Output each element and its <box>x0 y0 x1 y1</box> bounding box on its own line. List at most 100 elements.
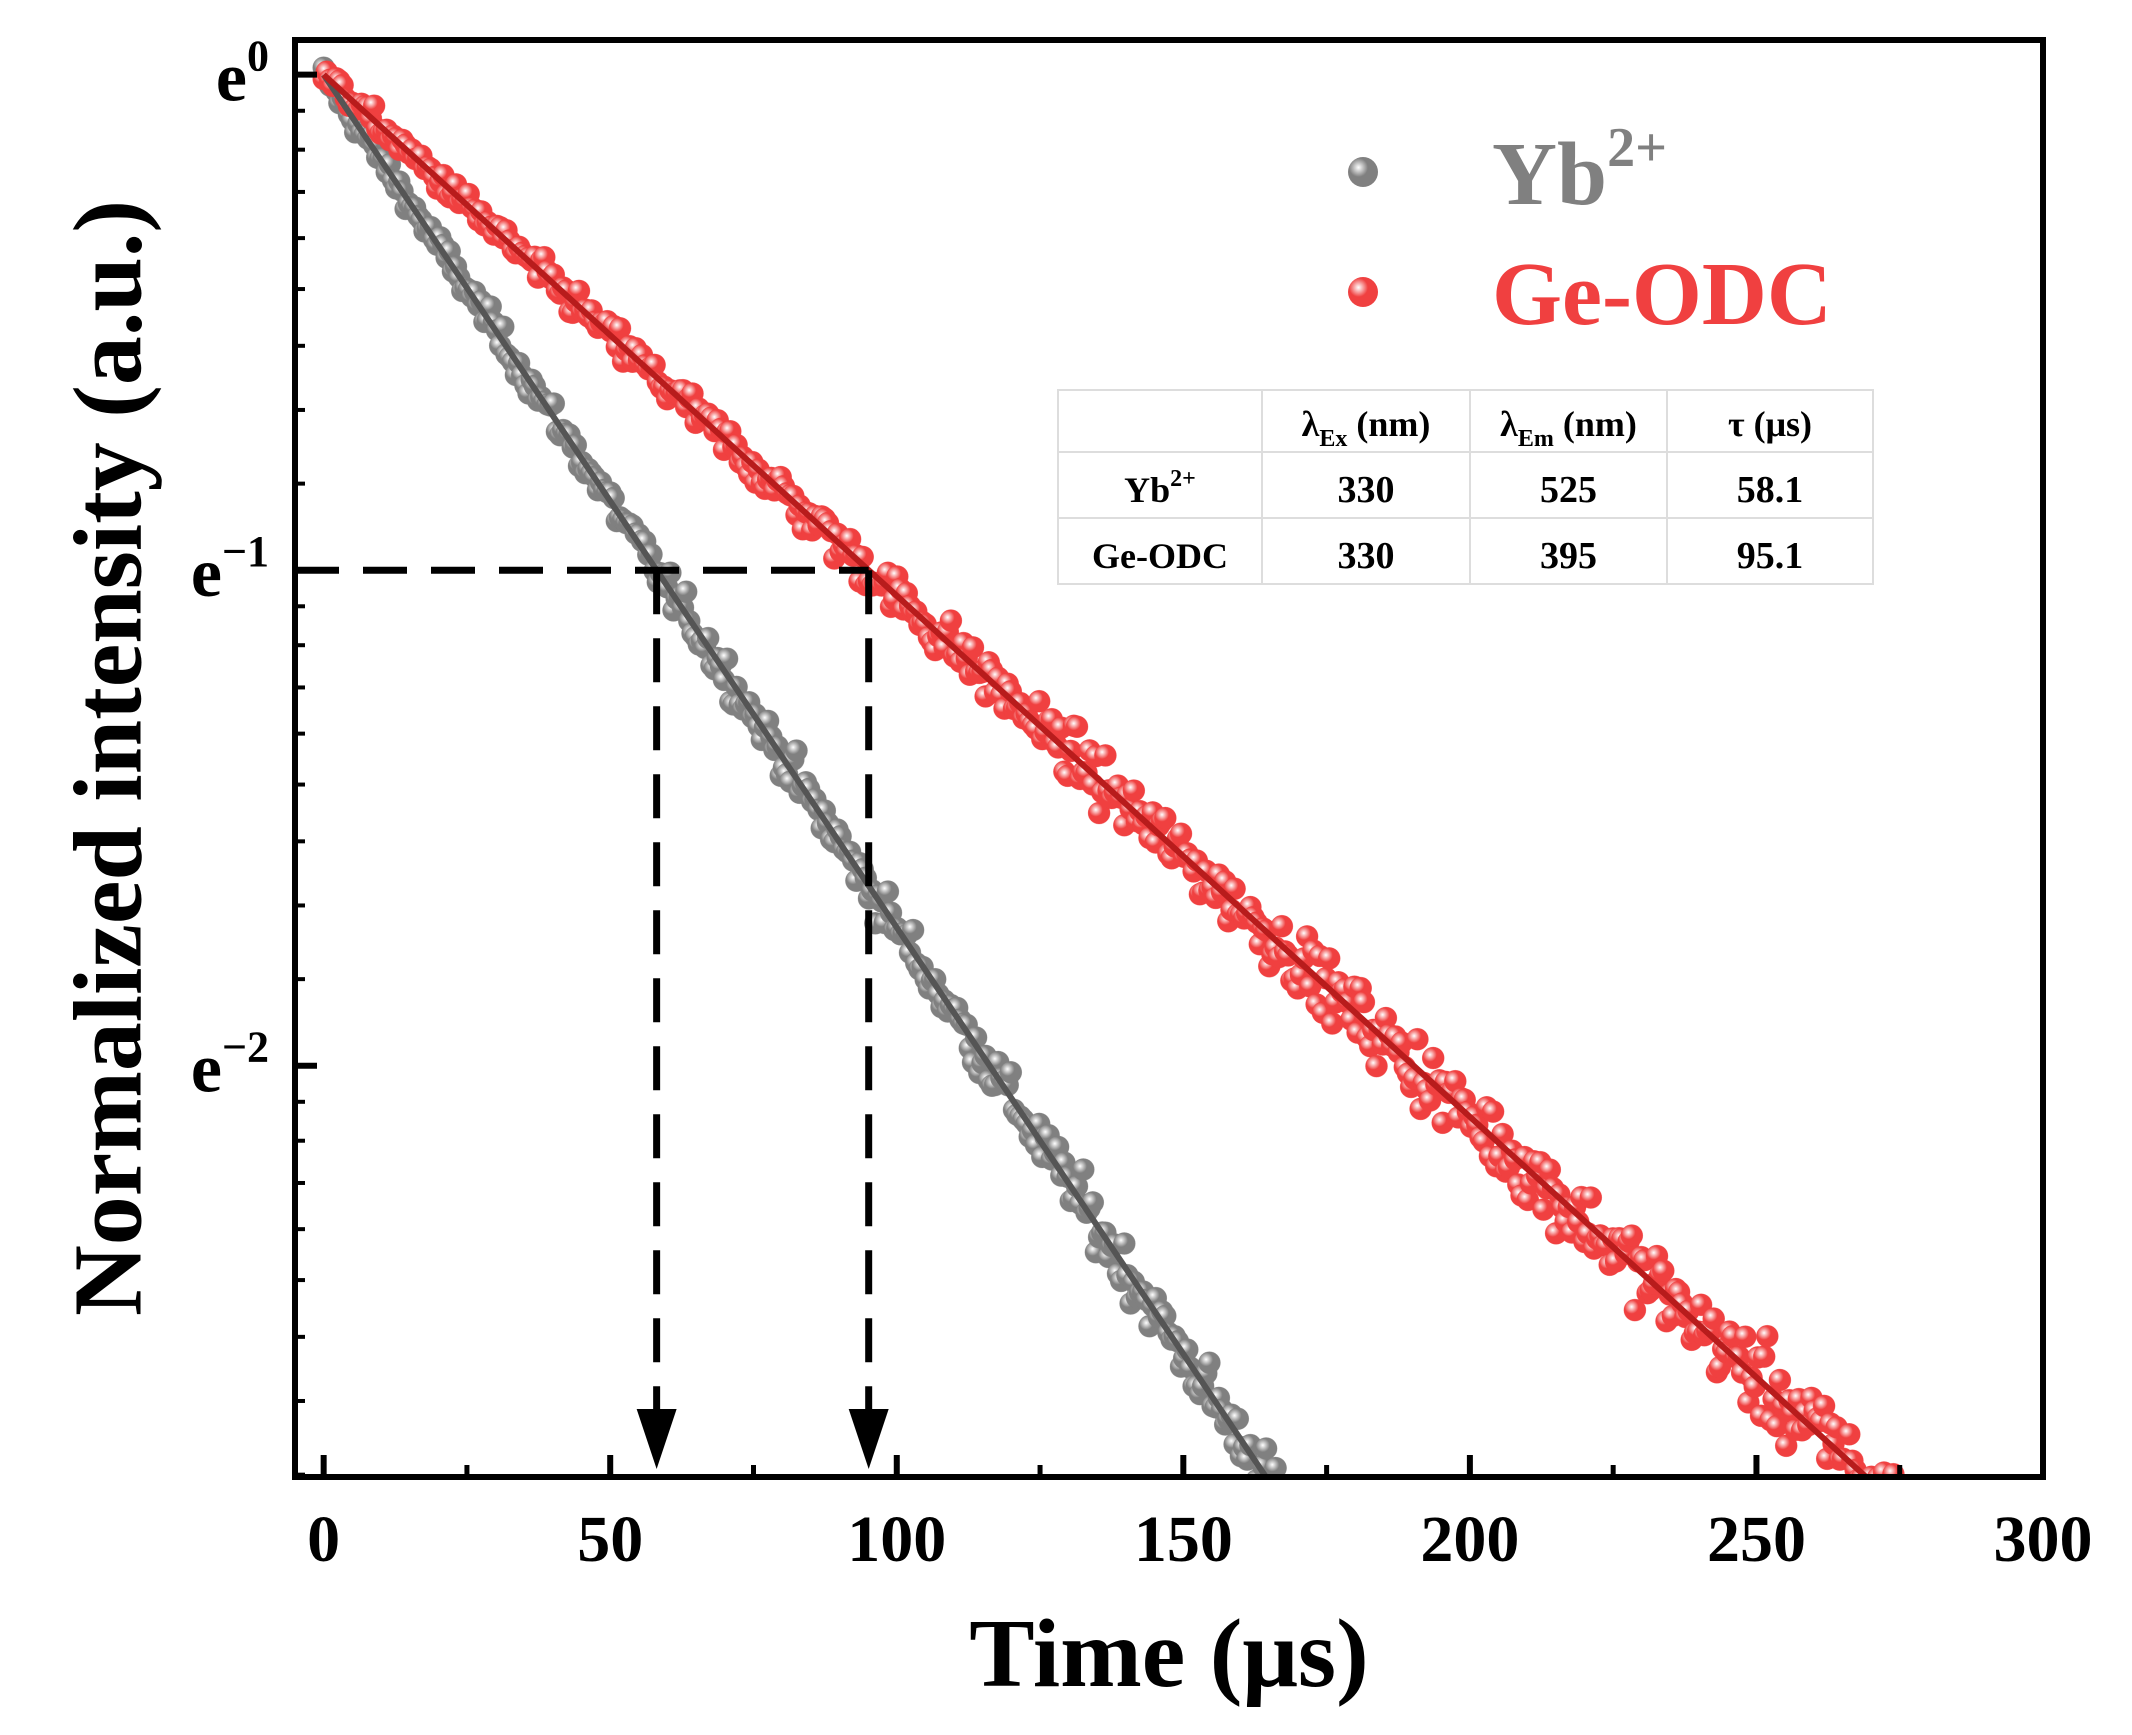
series-1-point <box>1768 1368 1792 1392</box>
data-layer <box>312 56 1917 1513</box>
table-row-label: Ge-ODC <box>1092 536 1228 576</box>
series-0-point <box>674 580 698 604</box>
x-tick-label: 250 <box>1707 1503 1806 1576</box>
table-cell: 525 <box>1540 469 1597 511</box>
x-axis-label: Time (μs) <box>969 1600 1368 1708</box>
table-cell: 330 <box>1338 469 1395 511</box>
series-0-fit-line <box>321 73 1268 1474</box>
table-header: λEx (nm) <box>1302 404 1431 452</box>
plot-frame <box>292 37 2046 1480</box>
series-1-point <box>1365 1054 1388 1078</box>
series-0-point <box>1271 1490 1293 1512</box>
series-1-point <box>1027 689 1051 713</box>
series-1-point <box>1756 1324 1779 1348</box>
series-1-point <box>1065 715 1089 739</box>
table-cell: 95.1 <box>1737 535 1804 577</box>
y-tick-base: e <box>216 40 247 117</box>
y-tick-base: e <box>191 535 222 612</box>
series-1-point <box>1406 1027 1429 1051</box>
y-tick-exponent: −2 <box>222 1023 269 1072</box>
legend-label: Yb2+ <box>1492 117 1667 224</box>
series-0-point <box>1287 1478 1309 1500</box>
table-cell: 395 <box>1540 535 1597 577</box>
table-background <box>1057 389 1874 585</box>
y-axis-label: Normalized intensity (a.u.) <box>54 200 162 1316</box>
series-1-point <box>1838 1423 1861 1446</box>
series-0-point <box>901 918 925 942</box>
legend: Yb2+ Ge-ODC <box>1348 117 1832 344</box>
arrow-head <box>848 1409 889 1469</box>
x-tick-label: 0 <box>307 1503 340 1576</box>
table-cell: 58.1 <box>1737 469 1804 511</box>
series-1-point <box>1169 822 1193 846</box>
y-tick-base: e <box>191 1031 222 1108</box>
table-header-unit: (nm) <box>1554 404 1637 444</box>
table-row-label-sup: 2+ <box>1170 466 1196 492</box>
y-tick-label: e0 <box>216 32 269 117</box>
arrow-head <box>636 1409 677 1469</box>
series-0-points <box>312 56 1309 1512</box>
series-0-point <box>1113 1232 1136 1255</box>
series-1-point <box>1879 1487 1901 1509</box>
series-1-point <box>1270 914 1294 938</box>
series-1-point <box>1122 779 1146 802</box>
series-0-point <box>785 739 808 762</box>
x-tick-label: 100 <box>847 1503 946 1576</box>
table-header-subscript: Em <box>1518 426 1554 452</box>
series-0-point <box>1264 1456 1287 1474</box>
series-1-point <box>1094 744 1117 767</box>
series-1-point <box>1481 1100 1505 1123</box>
legend-label-base: Yb <box>1492 125 1607 224</box>
series-1-fit-line <box>321 72 1868 1474</box>
table-row-label: Yb2+ <box>1124 466 1196 510</box>
table-header: λEm (nm) <box>1500 404 1637 452</box>
table-header-symbol: λ <box>1500 404 1518 444</box>
y-tick-label: e−2 <box>191 1023 269 1108</box>
parameter-table: λEx (nm) λEm (nm) τ (μs) Yb2+ 330 525 58.1 Ge-O… <box>1057 389 1874 585</box>
series-1-point <box>1876 1491 1898 1513</box>
table-header-unit: (nm) <box>1347 404 1430 444</box>
legend-label: Ge-ODC <box>1492 245 1832 344</box>
table-header: τ (μs) <box>1728 404 1812 444</box>
legend-label-base: Ge-ODC <box>1492 245 1832 344</box>
series-0-point <box>1254 1437 1278 1460</box>
y-tick-exponent: 0 <box>247 32 269 81</box>
series-1-point <box>1623 1298 1647 1322</box>
y-tick-label: e−1 <box>191 527 269 612</box>
series-1-point <box>1702 1307 1725 1330</box>
series-1-point <box>1734 1325 1757 1348</box>
x-tick-label: 150 <box>1134 1503 1233 1576</box>
series-1-point <box>1321 1012 1344 1035</box>
series-1-point <box>1895 1482 1917 1504</box>
series-1-point <box>1352 990 1376 1014</box>
series-0-point <box>999 1061 1023 1084</box>
legend-marker <box>1348 157 1378 187</box>
series-1-point <box>1652 1259 1675 1282</box>
legend-label-sup: 2+ <box>1607 117 1667 179</box>
y-axis-title: Normalized intensity (a.u.) <box>54 200 162 1316</box>
series-1-point <box>1579 1186 1603 1209</box>
series-1-point <box>1857 1482 1879 1504</box>
series-1-point <box>1835 1483 1857 1505</box>
table-header-symbol: τ <box>1728 404 1745 444</box>
x-axis-title: Time (μs) <box>969 1600 1368 1708</box>
x-tick-label: 50 <box>577 1503 643 1576</box>
series-0-point <box>1198 1351 1221 1374</box>
y-tick-exponent: −1 <box>222 527 269 576</box>
table-row-label-base: Yb <box>1124 470 1170 510</box>
series-1-point <box>1752 1345 1776 1368</box>
series-1-point <box>1154 806 1177 830</box>
series-0-point <box>1277 1489 1299 1511</box>
table-header-unit: (μs) <box>1745 404 1812 444</box>
series-1-point <box>1620 1224 1644 1247</box>
table-cell: 330 <box>1338 535 1395 577</box>
series-1-point <box>1317 947 1341 970</box>
series-0-point <box>1072 1158 1095 1181</box>
reference-guides <box>295 566 889 1469</box>
series-1-point <box>939 609 963 632</box>
x-tick-label: 200 <box>1420 1503 1519 1576</box>
x-tick-label: 300 <box>1994 1503 2093 1576</box>
legend-marker <box>1348 277 1378 307</box>
